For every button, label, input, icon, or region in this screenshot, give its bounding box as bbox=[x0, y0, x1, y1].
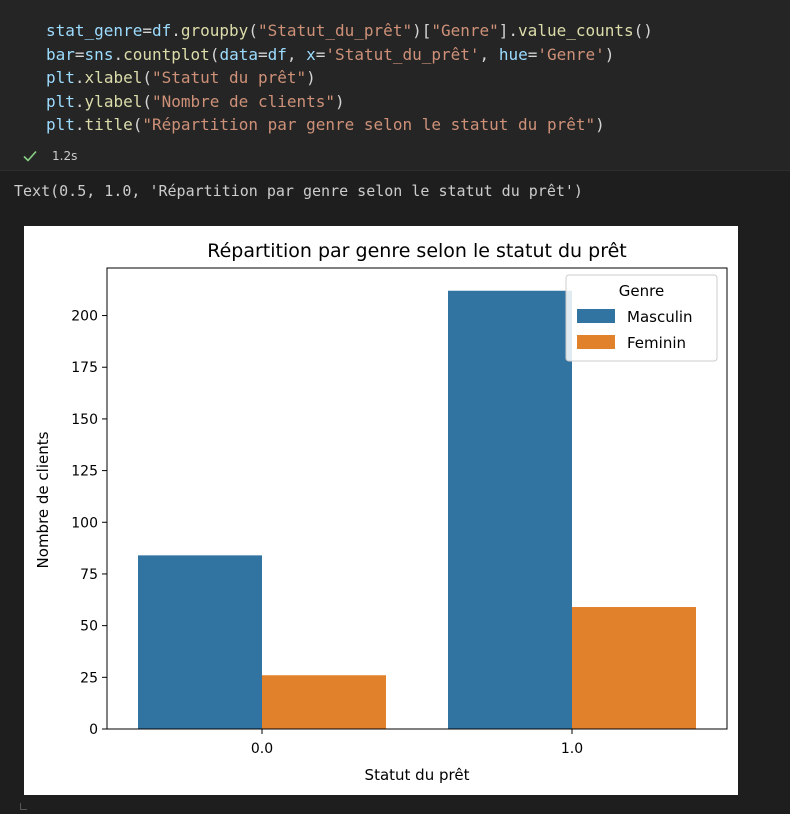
code-token: countplot bbox=[123, 44, 210, 64]
code-token: ( bbox=[142, 68, 152, 87]
execution-time: 1.2s bbox=[52, 149, 78, 163]
code-token: ( bbox=[248, 21, 258, 40]
code-line: bar=sns.countplot(data=df, x='Statut_du_… bbox=[46, 43, 653, 67]
code-token: sns bbox=[84, 44, 114, 64]
y-tick-label: 25 bbox=[80, 670, 98, 686]
code-line: plt.xlabel("Statut du prêt") bbox=[46, 66, 653, 90]
resize-handle[interactable] bbox=[20, 803, 27, 810]
code-token: "Nombre de clients" bbox=[151, 91, 336, 111]
code-token: hue bbox=[498, 44, 528, 64]
code-token: = bbox=[142, 21, 152, 40]
x-tick-label: 1.0 bbox=[561, 741, 583, 757]
code-token: , bbox=[479, 44, 499, 64]
code-token: () bbox=[633, 21, 653, 40]
plot-output: Répartition par genre selon le statut du… bbox=[24, 226, 738, 795]
code-token: ylabel bbox=[84, 91, 143, 111]
code-token: df bbox=[151, 21, 172, 40]
y-tick-label: 150 bbox=[71, 412, 98, 428]
legend-label-feminin: Feminin bbox=[627, 334, 686, 352]
code-token: ) bbox=[335, 91, 345, 111]
execution-status: 1.2s bbox=[22, 145, 77, 167]
code-token: = bbox=[527, 44, 538, 64]
y-axis-label: Nombre de clients bbox=[34, 431, 52, 568]
code-token: = bbox=[74, 44, 85, 64]
code-token: = bbox=[315, 44, 326, 64]
code-token: bar bbox=[46, 44, 75, 64]
legend-swatch-masculin bbox=[577, 309, 615, 323]
code-token: data bbox=[219, 44, 258, 64]
legend-label-masculin: Masculin bbox=[627, 308, 693, 326]
code-token: = bbox=[257, 44, 268, 64]
y-tick-label: 175 bbox=[71, 360, 98, 376]
y-tick-label: 50 bbox=[80, 619, 98, 635]
code-token: title bbox=[84, 115, 133, 134]
code-editor[interactable]: stat_genre=df.groupby("Statut_du_prêt")[… bbox=[46, 19, 653, 137]
bar-masculin-0 bbox=[138, 555, 262, 729]
code-token: ) bbox=[306, 68, 316, 87]
bar-feminin-1 bbox=[572, 607, 696, 729]
x-axis-label: Statut du prêt bbox=[365, 766, 470, 784]
code-token: ( bbox=[132, 115, 143, 134]
x-tick-label: 0.0 bbox=[251, 741, 273, 757]
code-token: ( bbox=[209, 44, 220, 64]
code-token: . bbox=[113, 44, 124, 64]
code-token: )[ bbox=[412, 21, 432, 40]
code-token: . bbox=[74, 115, 85, 134]
bar-masculin-1 bbox=[448, 290, 572, 729]
code-token: "Genre" bbox=[431, 21, 499, 40]
code-token: 'Genre' bbox=[537, 44, 605, 64]
code-cell[interactable]: stat_genre=df.groupby("Statut_du_prêt")[… bbox=[0, 0, 790, 171]
code-token: x bbox=[306, 44, 316, 64]
legend-swatch-feminin bbox=[577, 335, 615, 349]
code-token: "Répartition par genre selon le statut d… bbox=[142, 115, 596, 134]
output-text: Text(0.5, 1.0, 'Répartition par genre se… bbox=[14, 182, 583, 200]
code-token: value_counts bbox=[518, 21, 634, 40]
code-token: ]. bbox=[498, 21, 519, 40]
code-line: stat_genre=df.groupby("Statut_du_prêt")[… bbox=[46, 19, 653, 43]
bar-feminin-0 bbox=[262, 675, 386, 729]
y-tick-label: 100 bbox=[71, 515, 98, 531]
bar-chart: Répartition par genre selon le statut du… bbox=[34, 240, 728, 784]
code-token: groupby bbox=[180, 21, 249, 40]
code-token: ( bbox=[142, 91, 152, 111]
code-token: plt bbox=[46, 91, 75, 111]
code-token: xlabel bbox=[84, 68, 143, 87]
code-line: plt.title("Répartition par genre selon l… bbox=[46, 113, 653, 137]
axes-frame bbox=[106, 267, 728, 730]
code-token: plt bbox=[46, 68, 75, 87]
code-token: "Statut_du_prêt" bbox=[257, 21, 413, 40]
code-token: 'Statut_du_prêt' bbox=[325, 44, 480, 64]
code-line: plt.ylabel("Nombre de clients") bbox=[46, 90, 653, 114]
code-token: ) bbox=[595, 115, 605, 134]
code-token: ) bbox=[604, 44, 615, 64]
code-token: , bbox=[286, 44, 307, 64]
y-tick-label: 75 bbox=[80, 567, 98, 583]
y-tick-label: 0 bbox=[89, 722, 98, 738]
y-tick-label: 125 bbox=[71, 464, 98, 480]
y-tick-label: 200 bbox=[71, 309, 98, 325]
code-token: df bbox=[267, 44, 287, 64]
code-token: . bbox=[171, 21, 181, 40]
code-token: . bbox=[74, 68, 85, 87]
code-token: stat_genre bbox=[46, 21, 143, 40]
code-token: plt bbox=[46, 115, 75, 134]
check-icon bbox=[23, 150, 37, 162]
legend-title: Genre bbox=[619, 282, 664, 300]
chart-title: Répartition par genre selon le statut du… bbox=[207, 240, 626, 262]
code-token: . bbox=[74, 91, 85, 111]
code-token: "Statut du prêt" bbox=[151, 68, 307, 87]
